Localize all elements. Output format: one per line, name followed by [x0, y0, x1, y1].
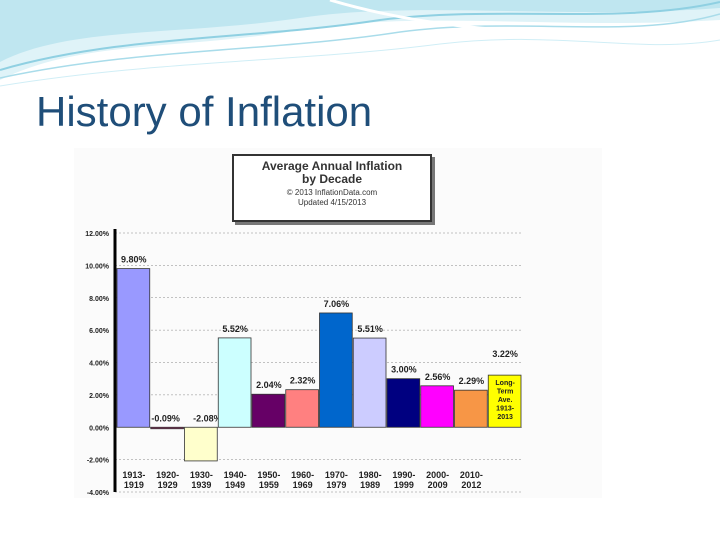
data-label: 2.32%	[290, 376, 316, 386]
data-label: 9.80%	[121, 255, 147, 265]
data-label: 2.29%	[459, 376, 485, 386]
bar-6	[319, 312, 353, 428]
category-label: 1970-	[325, 470, 348, 480]
category-label: 1913-	[122, 470, 145, 480]
category-label: 2000-	[426, 470, 449, 480]
data-label: 3.00%	[391, 365, 417, 375]
category-label: 1990-	[392, 470, 415, 480]
y-tick-label: 0.00%	[89, 425, 110, 432]
category-label: 1919	[124, 480, 144, 490]
bar-2	[184, 426, 218, 462]
data-label: 5.52%	[222, 324, 248, 334]
bar-8	[386, 378, 421, 428]
bar-11	[487, 374, 522, 428]
bar-5	[285, 389, 319, 428]
bar-3	[217, 337, 252, 428]
category-label: 1980-	[359, 470, 382, 480]
y-tick-label: 2.00%	[89, 393, 110, 400]
data-label: -0.09%	[151, 413, 180, 423]
data-label: 2.04%	[256, 380, 282, 390]
category-label: 1920-	[156, 470, 179, 480]
bar-4	[251, 393, 286, 428]
category-label: 1960-	[291, 470, 314, 480]
chart-updated: Updated 4/15/2013	[297, 198, 367, 207]
category-label: 1940-	[224, 470, 247, 480]
header-banner	[0, 0, 720, 87]
category-label: 1930-	[190, 470, 213, 480]
category-label: 1979	[326, 480, 346, 490]
category-label: 1929	[158, 480, 178, 490]
category-label: Ave.	[498, 397, 513, 404]
category-label: 1959	[259, 480, 279, 490]
chart-title: Average Annual Inflation	[261, 159, 403, 173]
category-label: 2013	[497, 414, 513, 421]
category-label: 2012	[461, 480, 481, 490]
category-label: 1999	[394, 480, 414, 490]
slide-title: History of Inflation	[36, 88, 373, 135]
y-tick-label: 12.00%	[85, 231, 110, 238]
data-label: -2.08%	[193, 413, 222, 423]
data-label: 3.22%	[492, 349, 518, 359]
category-label: 1969	[293, 480, 313, 490]
data-label: 5.51%	[357, 324, 383, 334]
chart-subtitle: by Decade	[301, 172, 363, 186]
category-label: 1950-	[257, 470, 280, 480]
bar-7	[352, 337, 387, 428]
data-label: 2.56%	[425, 372, 451, 382]
bar-10	[454, 389, 488, 428]
y-tick-label: 4.00%	[89, 361, 110, 368]
y-tick-label: 6.00%	[89, 328, 110, 335]
category-label: Long-	[495, 380, 515, 387]
y-tick-label: -4.00%	[87, 490, 110, 497]
bar-1	[150, 426, 184, 430]
bar-0	[116, 268, 151, 428]
data-label: 7.06%	[324, 299, 350, 309]
y-tick-label: 8.00%	[89, 296, 110, 303]
chart-credit: © 2013 InflationData.com	[286, 188, 378, 197]
category-label: 2010-	[460, 470, 483, 480]
category-label: Term	[497, 389, 514, 396]
category-label: 1939	[191, 480, 211, 490]
chart-title-box: Average Annual Inflation by Decade © 201…	[232, 154, 432, 222]
y-tick-label: -2.00%	[87, 458, 110, 465]
category-label: 1989	[360, 480, 380, 490]
bar-9	[420, 385, 454, 428]
category-label: 2009	[428, 480, 448, 490]
category-label: 1913-	[496, 406, 515, 413]
y-tick-label: 10.00%	[85, 263, 110, 270]
category-label: 1949	[225, 480, 245, 490]
